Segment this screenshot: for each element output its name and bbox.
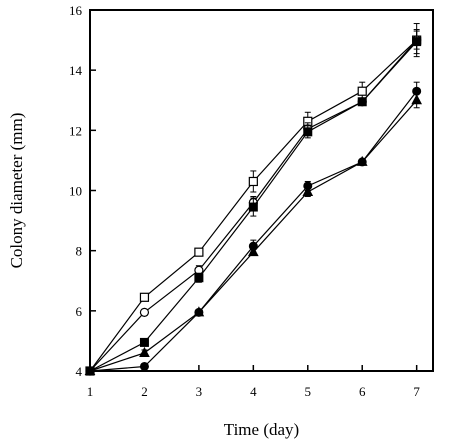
y-axis-title: Colony diameter (mm) — [7, 113, 26, 269]
data-point-filled-triangle — [302, 185, 314, 197]
data-point-open-square — [139, 292, 150, 302]
data-point-filled-triangle — [193, 306, 205, 317]
data-point-filled-triangle — [84, 364, 96, 375]
y-tick-label: 16 — [69, 3, 83, 18]
x-axis-title: Time (day) — [224, 420, 299, 439]
series-line-5 — [89, 99, 418, 372]
y-tick-label: 12 — [69, 123, 82, 138]
data-point-filled-square — [357, 97, 367, 107]
data-point-filled-circle — [139, 361, 149, 371]
data-point-filled-square — [139, 337, 149, 347]
data-point-open-square — [248, 176, 258, 187]
data-point-filled-square — [303, 127, 313, 137]
data-point-open-circle — [139, 307, 150, 317]
series-line-4 — [89, 90, 418, 372]
x-tick-label: 6 — [359, 384, 366, 399]
y-tick-label: 8 — [76, 244, 83, 259]
data-point-filled-triangle — [139, 346, 150, 357]
x-tick-label: 4 — [250, 384, 257, 399]
data-point-filled-triangle — [411, 94, 422, 105]
y-tick-label: 4 — [76, 364, 83, 379]
x-tick-label: 5 — [305, 384, 312, 399]
y-tick-label: 10 — [69, 184, 82, 199]
data-point-filled-square — [412, 37, 422, 47]
data-point-filled-square — [248, 202, 258, 212]
data-point-open-square — [194, 247, 204, 257]
y-tick-label: 14 — [69, 63, 83, 78]
data-point-filled-triangle — [356, 155, 368, 166]
x-tick-label: 7 — [413, 384, 420, 399]
x-tick-label: 1 — [87, 384, 94, 399]
data-point-filled-square — [194, 273, 204, 283]
data-point-filled-triangle — [248, 246, 259, 257]
x-tick-label: 3 — [196, 384, 203, 399]
x-tick-label: 2 — [141, 384, 148, 399]
y-tick-label: 6 — [76, 304, 83, 319]
data-point-open-square — [357, 86, 367, 96]
